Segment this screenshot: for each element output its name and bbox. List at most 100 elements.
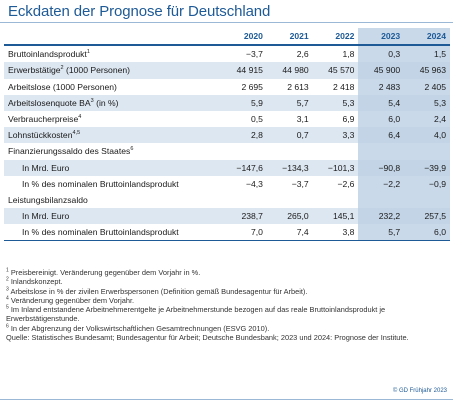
- table-row: Verbraucherpreise4 0,5 3,1 6,9 6,0 2,4: [4, 110, 450, 128]
- value-cell: 2 695: [241, 81, 263, 92]
- value-cell: 257,5: [404, 208, 450, 225]
- value-cell: [404, 191, 450, 209]
- row-label: In % des nominalen Bruttoinlandsprodukt: [22, 227, 179, 238]
- copyright-note: © GD Frühjahr 2023: [392, 388, 447, 394]
- value-cell: [358, 191, 405, 209]
- value-cell: 7,4: [296, 227, 309, 238]
- value-cell: 5,4: [358, 94, 405, 111]
- value-cell: 6,9: [342, 114, 355, 125]
- value-cell: 3,1: [296, 114, 309, 125]
- value-cell: [267, 143, 313, 159]
- row-label: In Mrd. Euro: [4, 208, 222, 225]
- value-cell: [313, 143, 359, 159]
- table-row: Arbeitslose (1000 Personen) 2 695 2 613 2 4…: [4, 78, 450, 95]
- value-cell: −90,8: [358, 159, 405, 176]
- footnotes: 1 Preisbereinigt. Veränderung gegenüber …: [6, 268, 450, 342]
- value-cell: 2 418: [332, 81, 355, 92]
- value-cell: 6,4: [358, 127, 405, 144]
- value-cell: [267, 192, 313, 208]
- value-cell: 7,0: [251, 227, 263, 238]
- value-cell: 45 900: [358, 62, 405, 79]
- row-label: Leistungsbilanzsaldo: [8, 194, 88, 205]
- value-cell: 2,8: [221, 127, 267, 144]
- value-cell: 0,3: [358, 46, 405, 63]
- forecast-table: 2020 2021 2022 2023 2024 Bruttoinlandspr…: [4, 28, 450, 241]
- footer-divider: [0, 399, 453, 400]
- footnote: 2 Inlandskonzept.: [6, 276, 63, 287]
- value-cell: 45 963: [404, 62, 450, 79]
- value-cell: −39,9: [404, 159, 450, 176]
- value-cell: 2 613: [287, 81, 309, 92]
- value-cell: [358, 143, 405, 160]
- row-label: Erwerbstätige2 (1000 Personen): [4, 62, 222, 79]
- value-cell: 238,7: [221, 208, 267, 225]
- value-cell: 3,3: [312, 127, 359, 144]
- value-cell: 0,7: [266, 127, 313, 144]
- value-cell: 5,7: [358, 224, 405, 241]
- table-row: Lohnstückkosten4,5 2,8 0,7 3,3 6,4 4,0: [4, 127, 450, 144]
- value-cell: [404, 143, 450, 160]
- value-cell: 1,5: [404, 46, 450, 63]
- value-cell: 1,8: [342, 49, 355, 60]
- value-cell: [221, 192, 267, 208]
- value-cell: 5,3: [312, 94, 359, 111]
- value-cell: −147,6: [221, 159, 267, 176]
- table-row: Arbeitslosenquote BA3 (in %) 5,9 5,7 5,3 5,4…: [4, 94, 450, 111]
- footnote: 3 Arbeitslose in % der zivilen Erwerbspe…: [6, 286, 308, 296]
- value-cell: −2,2: [358, 175, 405, 192]
- table-row: Bruttoinlandsprodukt1 −3,7 2,6 1,8 0,3 1,5: [4, 46, 450, 63]
- row-label: Arbeitslose (1000 Personen): [8, 81, 117, 92]
- value-cell: 45 570: [312, 62, 359, 79]
- value-cell: 44 915: [221, 62, 267, 79]
- table-bottom-rule: [4, 240, 450, 241]
- footnote: 4 Veränderung gegenüber dem Vorjahr.: [6, 295, 135, 305]
- value-cell: [313, 192, 359, 208]
- header-rule: [4, 44, 450, 47]
- value-cell: 6,0: [404, 224, 450, 241]
- row-label: In Mrd. Euro: [4, 159, 222, 176]
- value-cell: 2 405: [404, 78, 450, 95]
- header-year-2024: 2024: [404, 28, 450, 45]
- table-row: Finanzierungssaldo des Staates6: [4, 143, 450, 160]
- table-row: Erwerbstätige2 (1000 Personen) 44 915 44 9…: [4, 62, 450, 79]
- table-row: In % des nominalen Bruttoinlandsprodukt 7…: [4, 224, 450, 241]
- value-cell: 3,8: [342, 227, 355, 238]
- footnote: 1 Preisbereinigt. Veränderung gegenüber …: [6, 267, 201, 277]
- value-cell: 4,0: [404, 127, 450, 144]
- header-label-cell: [4, 28, 221, 44]
- table-row: In % des nominalen Bruttoinlandsprodukt −…: [4, 175, 450, 192]
- row-label: Arbeitslosenquote BA3 (in %): [4, 94, 222, 111]
- page-title: Eckdaten der Prognose für Deutschland: [8, 3, 271, 20]
- value-cell: 5,9: [221, 94, 267, 111]
- value-cell: 6,0: [358, 110, 405, 128]
- table-header-row: 2020 2021 2022 2023 2024: [4, 28, 450, 45]
- table-row: Leistungsbilanzsaldo: [4, 191, 450, 209]
- row-label: In % des nominalen Bruttoinlandsprodukt: [22, 178, 179, 189]
- value-cell: −2,6: [337, 178, 355, 189]
- value-cell: [221, 143, 267, 159]
- table-row: In Mrd. Euro 238,7 265,0 145,1 232,2 257,5: [4, 208, 450, 225]
- table-row: In Mrd. Euro −147,6 −134,3 −101,3 −90,8 −39,9: [4, 159, 450, 176]
- value-cell: 2,4: [404, 110, 450, 128]
- value-cell: 2 483: [358, 78, 405, 95]
- value-cell: 145,1: [312, 208, 359, 225]
- footnote: 6 In der Abgrenzung der Volkswirtschaftl…: [6, 323, 270, 333]
- header-year-2021: 2021: [289, 31, 309, 42]
- header-year-2020: 2020: [243, 31, 263, 42]
- footnote: 5 Im Inland entstandene Arbeitnehmerentg…: [6, 304, 386, 324]
- row-label: Lohnstückkosten4,5: [4, 127, 222, 144]
- row-label: Verbraucherpreise4: [8, 114, 82, 125]
- header-year-2022: 2022: [335, 31, 355, 42]
- header-year-2023: 2023: [358, 28, 405, 45]
- value-cell: −4,3: [245, 178, 263, 189]
- value-cell: 232,2: [358, 208, 405, 225]
- value-cell: 5,7: [266, 94, 313, 111]
- value-cell: 265,0: [266, 208, 313, 225]
- value-cell: 2,6: [296, 49, 309, 60]
- source-note: Quelle: Statistisches Bundesamt; Bundesa…: [6, 333, 409, 343]
- value-cell: −101,3: [312, 159, 359, 176]
- title-divider: [0, 22, 453, 23]
- value-cell: −3,7: [245, 49, 263, 60]
- value-cell: −3,7: [291, 178, 309, 189]
- row-label: Bruttoinlandsprodukt1: [8, 49, 90, 60]
